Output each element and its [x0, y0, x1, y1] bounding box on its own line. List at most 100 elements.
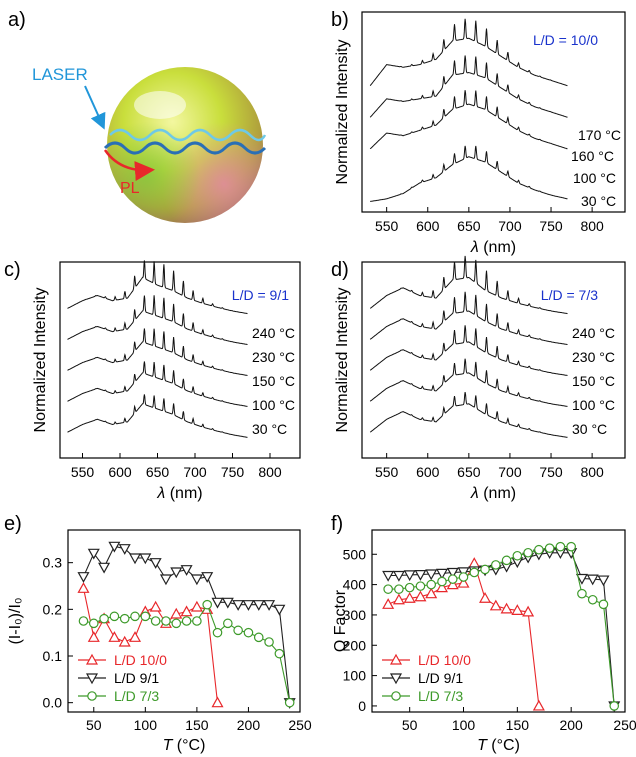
- panel-f: f) 50 100 150 200 250 0 100 200 300 400 500 T (°C) Q …: [331, 513, 636, 754]
- xtick-label: 600: [108, 464, 132, 480]
- ytick-label: 0: [358, 698, 366, 714]
- data-point: [181, 616, 192, 626]
- xtick-label: 700: [183, 464, 207, 480]
- xtick-label: 750: [539, 464, 563, 480]
- data-point: [501, 555, 512, 566]
- data-point: [77, 572, 90, 583]
- data-point: [415, 581, 426, 591]
- temperature-label: 150 °C: [572, 373, 615, 389]
- xtick-label: 800: [258, 464, 282, 480]
- xtick-label: 250: [613, 717, 636, 733]
- spectrum-curve: [67, 260, 248, 315]
- panel-d: d) 550 600 650 700 750 800 λ (nm) Normalized Int…: [331, 255, 626, 502]
- data-point: [389, 653, 403, 665]
- plot-frame-c: [59, 261, 301, 459]
- spectrum-curve: [369, 325, 568, 376]
- panel-label-c: c): [4, 259, 21, 281]
- data-point: [273, 604, 286, 616]
- data-point: [77, 582, 90, 593]
- data-point: [221, 597, 234, 609]
- data-point: [192, 616, 202, 626]
- xtick-label: 600: [416, 218, 440, 234]
- data-point: [159, 574, 172, 586]
- legend-entry: L/D 9/1: [114, 670, 159, 686]
- data-point: [447, 574, 458, 584]
- data-point: [129, 553, 142, 565]
- data-point: [85, 653, 99, 665]
- data-point: [264, 637, 274, 647]
- data-point: [394, 584, 404, 594]
- data-point: [171, 618, 182, 629]
- x-axis-title-e: T (°C): [163, 737, 206, 754]
- xtick-label: 650: [146, 464, 170, 480]
- data-point: [118, 544, 131, 555]
- data-point: [523, 547, 533, 558]
- data-point: [609, 701, 620, 711]
- temperature-label: 30 °C: [581, 193, 616, 209]
- panel-label-f: f): [331, 513, 343, 535]
- data-point: [87, 691, 97, 701]
- data-point: [119, 613, 130, 624]
- xtick-label: 550: [375, 464, 399, 480]
- panel-label-e: e): [4, 513, 22, 535]
- legend-entry: L/D 10/0: [418, 652, 471, 668]
- data-point: [85, 673, 99, 685]
- pl-label: PL: [120, 180, 140, 197]
- ytick-label: 500: [343, 546, 367, 562]
- panel-c: c) 550 600 650 700 750 800 λ (nm) Normalized Int…: [4, 259, 301, 502]
- spectrum-curve: [369, 358, 568, 407]
- data-point: [587, 594, 598, 605]
- data-point: [202, 599, 212, 610]
- data-point: [403, 570, 416, 582]
- data-point: [597, 575, 610, 587]
- data-point: [242, 600, 255, 611]
- data-point: [446, 578, 459, 590]
- data-point: [382, 570, 395, 582]
- ytick-label: 200: [343, 637, 367, 653]
- data-point: [190, 600, 203, 612]
- data-point: [212, 627, 223, 638]
- data-point: [480, 564, 490, 575]
- xtick-label: 600: [416, 464, 440, 480]
- light-wave-upper: [109, 128, 267, 142]
- data-point: [253, 632, 264, 643]
- sample-note-b: L/D = 10/0: [533, 32, 598, 48]
- temperature-label: 100 °C: [572, 397, 615, 413]
- y-axis-title-d: Normalized Intensity: [334, 288, 351, 433]
- data-point: [252, 600, 265, 611]
- data-point: [263, 600, 276, 611]
- x-axis-title-c: λ (nm): [156, 485, 202, 502]
- ytick-label: 400: [343, 577, 367, 593]
- data-point: [180, 605, 193, 617]
- data-point: [575, 573, 588, 585]
- ytick-label: 0.3: [43, 555, 63, 571]
- temperature-label: 160 °C: [571, 148, 614, 164]
- data-point: [392, 570, 405, 582]
- xtick-label: 250: [288, 717, 312, 733]
- data-point: [391, 691, 401, 701]
- x-axis-title-d: λ (nm): [470, 485, 516, 502]
- data-point: [274, 648, 285, 659]
- data-point: [118, 635, 131, 647]
- panel-label-d: d): [331, 259, 349, 281]
- data-point: [566, 541, 576, 552]
- legend-entry: L/D 10/0: [114, 652, 167, 668]
- data-point: [577, 588, 587, 599]
- data-point: [108, 631, 121, 642]
- data-point: [586, 574, 599, 586]
- plot-frame-f: [371, 529, 626, 713]
- data-point: [435, 568, 448, 580]
- laser-arrow: [84, 85, 106, 130]
- data-point: [180, 565, 193, 576]
- x-axis-title-f: T (°C): [477, 737, 520, 754]
- xtick-label: 50: [86, 717, 102, 733]
- data-point: [170, 567, 183, 579]
- ytick-label: 300: [343, 607, 367, 623]
- spectrum-curve: [369, 90, 568, 150]
- data-point: [435, 581, 448, 593]
- data-point: [437, 576, 447, 587]
- data-point: [99, 613, 109, 624]
- data-point: [130, 611, 140, 622]
- data-point: [489, 599, 502, 611]
- series-line: [388, 552, 615, 706]
